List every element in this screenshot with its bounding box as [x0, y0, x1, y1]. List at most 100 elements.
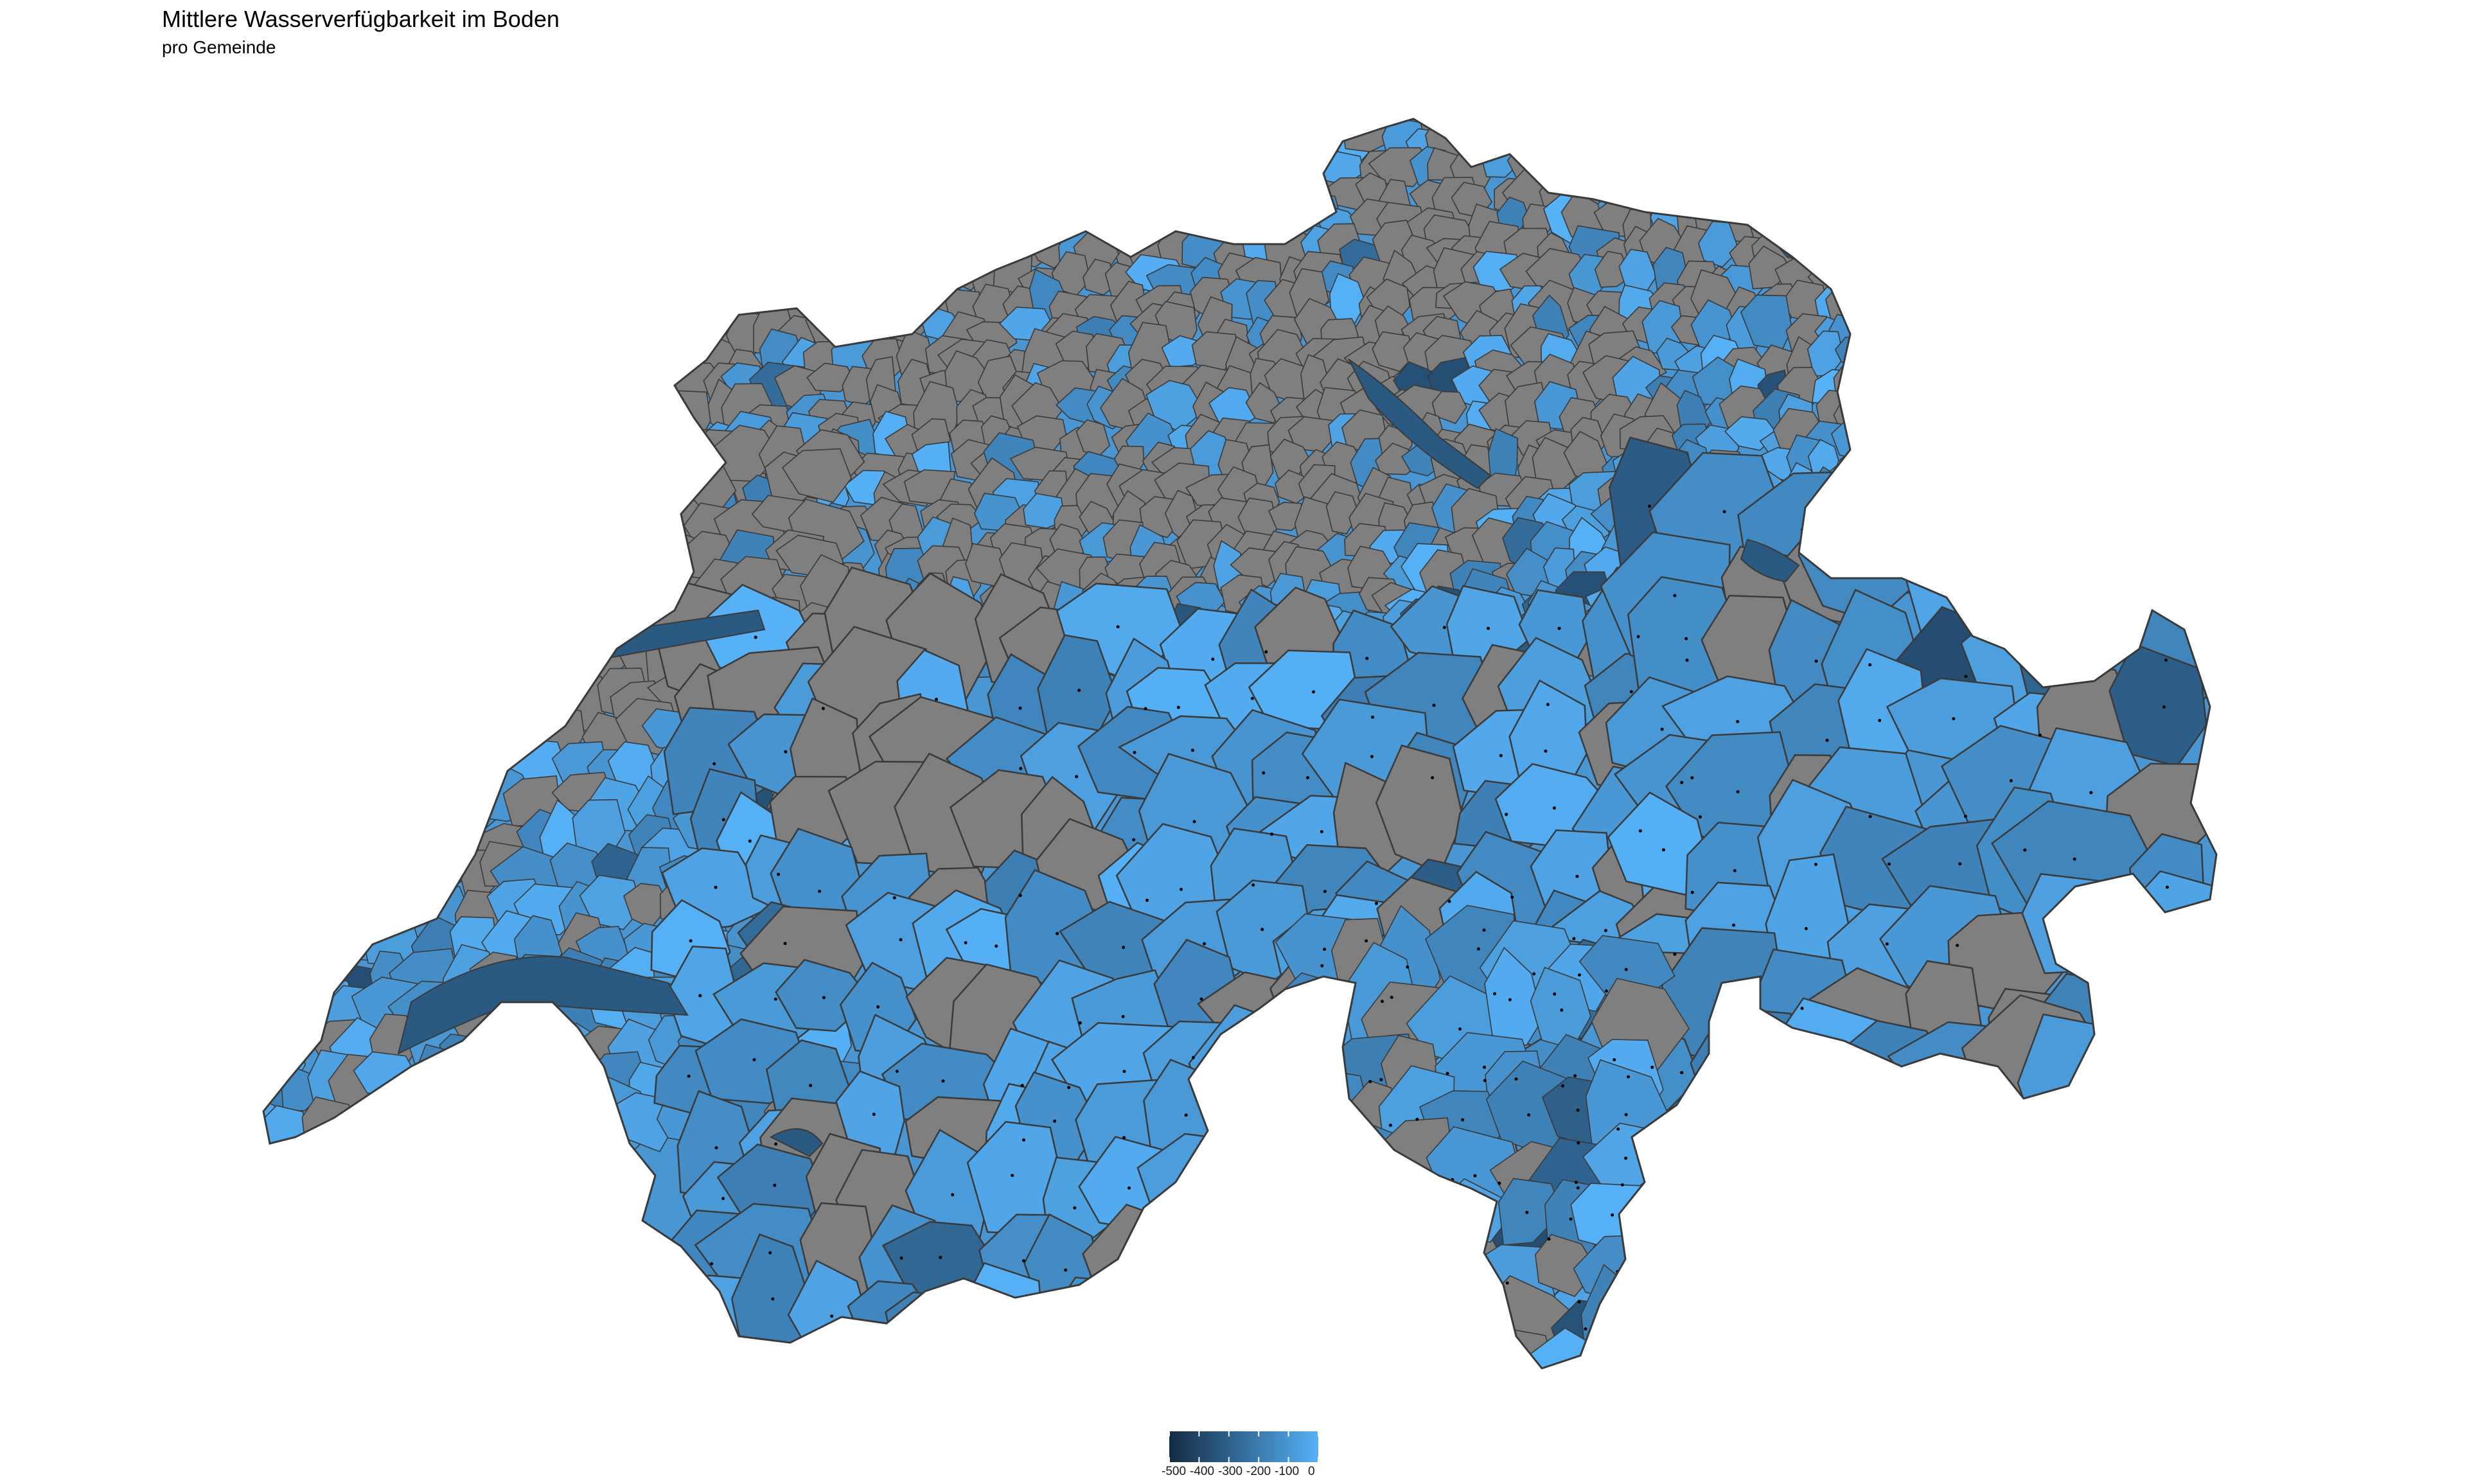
municipality-cell — [263, 463, 301, 509]
centroid-dot — [1320, 1140, 1323, 1144]
centroid-dot — [1365, 657, 1369, 660]
municipality-cell — [482, 505, 544, 556]
centroid-dot — [1498, 1181, 1501, 1185]
centroid-dot — [1663, 1201, 1667, 1205]
municipality-cell — [1108, 178, 1145, 213]
centroid-dot — [1733, 869, 1737, 872]
centroid-dot — [1473, 1174, 1477, 1178]
municipality-cell — [827, 142, 875, 194]
municipality-cell — [528, 676, 571, 729]
centroid-dot — [714, 885, 718, 889]
centroid-dot — [1553, 992, 1557, 996]
centroid-dot — [1483, 1079, 1487, 1082]
centroid-dot — [1480, 1285, 1483, 1289]
legend-tick-label: -100 — [1275, 1465, 1300, 1478]
centroid-dot — [821, 707, 825, 711]
centroid-dot — [1569, 1217, 1573, 1221]
centroid-dot — [1018, 894, 1022, 897]
municipality-cell — [477, 407, 547, 464]
municipality-cell — [1834, 336, 1881, 367]
centroid-dot — [1887, 1064, 1891, 1068]
municipality-cell — [330, 885, 394, 937]
centroid-dot — [721, 818, 725, 822]
municipality-cell — [889, 172, 934, 218]
municipality-cell — [917, 225, 969, 280]
municipality-cell — [476, 656, 535, 725]
municipality-cell — [1290, 1283, 1354, 1345]
municipality-cell — [840, 119, 885, 156]
centroid-dot — [1122, 1070, 1126, 1073]
municipality-cell — [480, 472, 529, 518]
municipality-cell — [814, 119, 865, 126]
centroid-dot — [1862, 563, 1866, 566]
municipality-cell — [1670, 129, 1708, 167]
centroid-dot — [1116, 625, 1120, 629]
municipality-cell — [687, 210, 723, 249]
municipality-cell — [729, 203, 770, 254]
centroid-dot — [783, 942, 787, 946]
centroid-dot — [895, 1070, 899, 1073]
municipality-cell — [2115, 938, 2216, 1086]
municipality-cell — [1273, 179, 1315, 222]
centroid-dot — [748, 839, 752, 843]
municipality-cell — [1054, 119, 1105, 143]
municipality-cell — [1583, 119, 1632, 143]
municipality-cell — [617, 430, 662, 483]
centroid-dot — [1572, 937, 1576, 941]
centroid-dot — [818, 889, 822, 893]
centroid-dot — [1403, 1260, 1407, 1264]
centroid-dot — [1532, 972, 1536, 976]
centroid-dot — [2176, 921, 2180, 924]
centroid-dot — [1461, 1118, 1465, 1122]
municipality-cell — [438, 633, 484, 691]
centroid-dot — [1514, 1077, 1518, 1081]
centroid-dot — [1508, 998, 1512, 1002]
municipality-cell — [889, 133, 944, 182]
municipality-cell — [624, 200, 664, 250]
centroid-dot — [2074, 928, 2078, 932]
centroid-dot — [1364, 1270, 1368, 1274]
municipality-cell — [1099, 145, 1160, 199]
municipality-cell — [1246, 208, 1295, 241]
centroid-dot — [1077, 689, 1081, 693]
municipality-cell — [330, 460, 396, 513]
centroid-dot — [1493, 992, 1496, 996]
municipality-cell — [847, 1280, 942, 1368]
municipality-cell — [405, 556, 462, 630]
centroid-dot — [1732, 923, 1735, 927]
municipality-cell — [1665, 1248, 1745, 1348]
centroid-dot — [1661, 848, 1665, 852]
municipality-cell — [276, 926, 324, 975]
municipality-cell — [2021, 873, 2146, 975]
centroid-dot — [773, 1183, 777, 1187]
municipality-cell — [1182, 119, 1225, 134]
municipality-cell — [373, 870, 436, 924]
centroid-dot — [1406, 965, 1410, 969]
municipality-cell — [723, 227, 764, 264]
municipality-cell — [786, 229, 826, 286]
centroid-dot — [1736, 790, 1740, 793]
centroid-dot — [1432, 703, 1436, 707]
municipality-cell — [263, 425, 297, 487]
municipality-cell — [263, 914, 285, 973]
municipality-cell — [1782, 199, 1828, 256]
municipality-cell — [1250, 1148, 1362, 1263]
municipality-cell — [1318, 1264, 1424, 1368]
centroid-dot — [1447, 899, 1451, 903]
municipality-cell — [621, 358, 660, 404]
centroid-dot — [1471, 1212, 1474, 1216]
centroid-dot — [1476, 947, 1480, 951]
municipality-cell — [1276, 119, 1309, 157]
municipality-cell — [265, 891, 321, 950]
centroid-dot — [1136, 1327, 1140, 1330]
municipality-cell — [1825, 121, 1874, 172]
municipality-cell — [645, 119, 698, 162]
municipality-cell — [263, 591, 319, 653]
centroid-dot — [687, 1074, 691, 1078]
centroid-dot — [1684, 637, 1688, 640]
municipality-cell — [970, 137, 1014, 199]
centroid-dot — [1685, 658, 1689, 662]
municipality-cell — [2006, 508, 2145, 640]
centroid-dot — [1505, 813, 1508, 817]
